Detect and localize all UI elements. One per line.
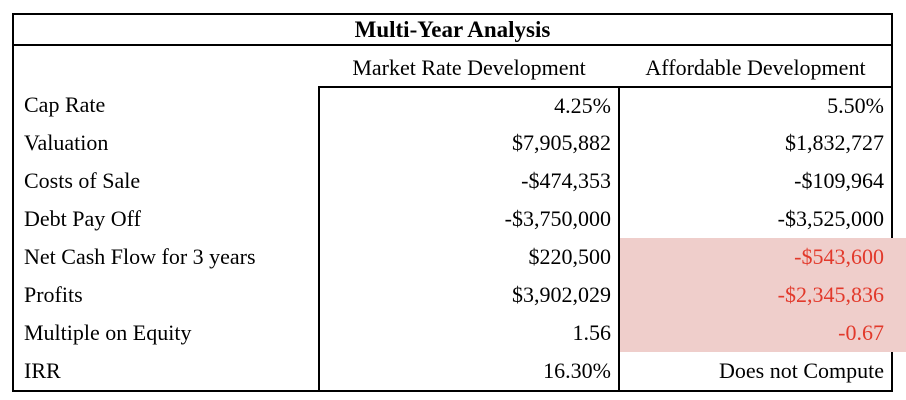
row-label-column-spacer [14, 46, 318, 86]
row-label: Valuation [24, 130, 109, 155]
multi-year-analysis-table: Multi-Year Analysis Market Rate Developm… [12, 13, 893, 392]
market-value: -$474,353 [318, 162, 620, 200]
market-value: 4.25% [318, 86, 620, 124]
column-header-row: Market Rate Development Affordable Devel… [14, 46, 891, 86]
market-value: 1.56 [318, 314, 620, 352]
table-title: Multi-Year Analysis [14, 15, 891, 46]
affordable-value: $1,832,727 [785, 130, 884, 155]
affordable-value: -$543,600 [620, 238, 891, 276]
affordable-value: -$2,345,836 [620, 276, 891, 314]
market-value: $3,902,029 [318, 276, 620, 314]
market-value: 16.30% [318, 352, 620, 390]
column-header-market-rate: Market Rate Development [352, 55, 586, 80]
row-label: IRR [24, 358, 61, 383]
market-value: $220,500 [318, 238, 620, 276]
row-label: Cap Rate [24, 92, 106, 117]
column-header-affordable: Affordable Development [645, 55, 866, 80]
affordable-value: -0.67 [620, 314, 891, 352]
row-label: Costs of Sale [24, 168, 141, 193]
market-value: -$3,750,000 [318, 200, 620, 238]
row-label: Profits [24, 282, 83, 307]
row-label: Net Cash Flow for 3 years [24, 244, 256, 269]
market-value: $7,905,882 [318, 124, 620, 162]
affordable-value: 5.50% [620, 86, 891, 124]
table-body: Cap Rate 4.25% 5.50% Valuation $7,905,882 $1,… [14, 86, 891, 390]
affordable-value: -$109,964 [794, 168, 884, 193]
row-label: Multiple on Equity [24, 320, 192, 345]
row-label: Debt Pay Off [24, 206, 141, 231]
affordable-value: Does not Compute [719, 358, 884, 383]
affordable-value: -$3,525,000 [777, 206, 884, 231]
